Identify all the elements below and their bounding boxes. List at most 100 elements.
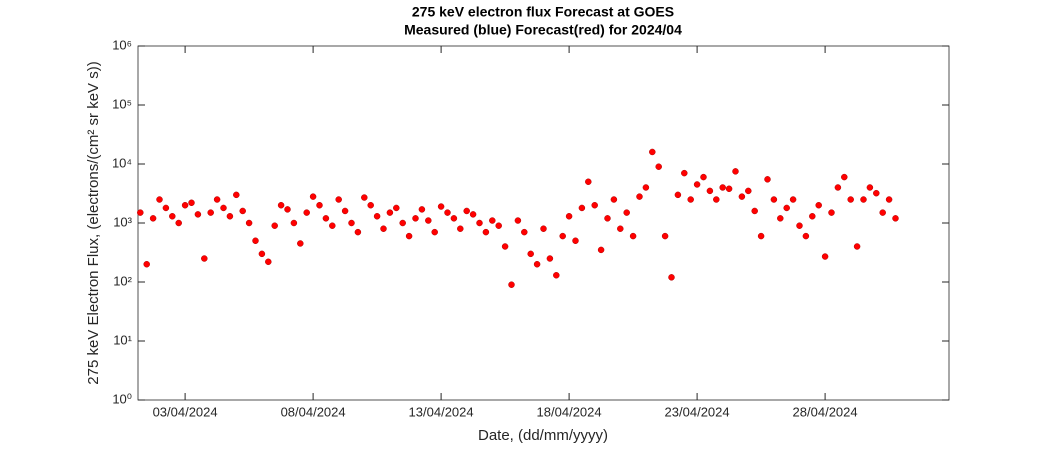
- data-point: [412, 215, 419, 222]
- data-point: [789, 196, 797, 203]
- data-point: [617, 225, 624, 232]
- x-tick-label: 13/04/2024: [409, 404, 474, 419]
- data-point: [201, 255, 208, 262]
- x-tick-label: 18/04/2024: [537, 404, 602, 419]
- data-point: [297, 240, 304, 247]
- data-point: [143, 260, 150, 268]
- data-point: [393, 204, 400, 212]
- data-point: [879, 209, 886, 216]
- data-point: [361, 194, 368, 201]
- data-point: [821, 253, 829, 260]
- data-point: [239, 207, 246, 215]
- data-point: [674, 191, 682, 199]
- data-point: [495, 222, 502, 229]
- data-point: [661, 232, 669, 240]
- chart-title: 275 keV electron flux Forecast at GOES: [412, 4, 674, 20]
- data-point: [591, 201, 598, 209]
- data-point: [706, 187, 714, 195]
- data-point: [431, 228, 438, 236]
- data-point: [425, 217, 432, 224]
- data-point: [585, 178, 592, 186]
- data-point: [757, 232, 765, 240]
- data-point: [841, 173, 848, 181]
- data-point: [322, 215, 330, 222]
- data-point: [681, 169, 688, 177]
- data-point: [540, 225, 547, 232]
- data-point: [226, 213, 234, 220]
- data-point: [418, 206, 426, 213]
- data-point: [405, 232, 413, 240]
- x-tick-label: 28/04/2024: [793, 404, 858, 419]
- data-point: [335, 196, 342, 203]
- data-point: [265, 258, 272, 266]
- chart-subtitle: Measured (blue) Forecast(red) for 2024/0…: [404, 22, 682, 38]
- data-point: [258, 250, 266, 258]
- data-point: [476, 219, 483, 227]
- data-point: [770, 196, 778, 203]
- data-point: [303, 209, 310, 216]
- data-point: [457, 225, 464, 232]
- data-point: [508, 281, 515, 288]
- data-point: [860, 196, 867, 203]
- data-point: [149, 215, 157, 222]
- data-point: [572, 237, 579, 245]
- data-point: [642, 184, 650, 191]
- data-point: [271, 222, 278, 229]
- data-point: [290, 219, 298, 227]
- data-point: [815, 201, 822, 209]
- data-point: [777, 215, 784, 222]
- data-point: [866, 184, 874, 191]
- data-point: [853, 243, 861, 250]
- data-point: [629, 232, 637, 240]
- data-point: [348, 219, 355, 227]
- x-axis-label: Date, (dd/mm/yyyy): [478, 427, 608, 444]
- y-tick-label: 10³: [113, 214, 132, 229]
- data-point: [444, 209, 451, 216]
- data-point: [565, 213, 573, 220]
- data-point: [732, 168, 739, 175]
- data-point: [482, 228, 490, 236]
- data-point: [162, 204, 170, 212]
- data-point: [885, 196, 893, 203]
- data-point: [220, 204, 227, 212]
- data-point: [578, 204, 586, 212]
- data-point: [559, 232, 566, 240]
- y-tick-label: 10¹: [113, 332, 132, 347]
- data-point: [341, 207, 349, 215]
- data-point: [489, 217, 496, 224]
- data-point: [181, 201, 189, 209]
- data-point: [309, 193, 317, 200]
- data-point: [796, 222, 803, 229]
- data-point: [380, 225, 387, 232]
- data-point: [636, 193, 643, 200]
- x-tick-label: 08/04/2024: [281, 404, 346, 419]
- data-point: [649, 148, 656, 156]
- data-point: [604, 215, 611, 222]
- data-point: [450, 215, 458, 222]
- data-point: [252, 237, 259, 245]
- data-point: [527, 250, 534, 258]
- data-point: [597, 246, 605, 254]
- data-point: [169, 213, 176, 220]
- x-tick-label: 03/04/2024: [153, 404, 218, 419]
- data-point: [802, 232, 810, 240]
- data-point: [437, 203, 445, 210]
- data-point: [719, 184, 726, 191]
- data-point: [623, 209, 630, 216]
- data-point: [194, 211, 202, 218]
- data-point: [207, 209, 214, 216]
- data-point: [687, 196, 694, 203]
- data-point: [277, 201, 285, 209]
- data-point: [386, 209, 394, 216]
- data-point: [367, 201, 374, 209]
- data-point: [546, 255, 554, 262]
- data-point: [245, 219, 253, 227]
- data-point: [745, 187, 752, 195]
- data-point: [329, 222, 336, 229]
- data-point: [514, 217, 522, 224]
- data-point: [809, 213, 816, 220]
- data-point: [533, 260, 541, 268]
- data-point: [725, 185, 733, 193]
- data-point: [751, 207, 758, 215]
- data-point: [738, 193, 746, 200]
